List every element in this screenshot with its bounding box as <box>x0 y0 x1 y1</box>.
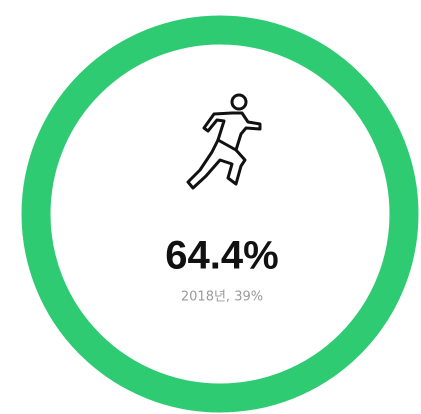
progress-ring <box>21 15 419 413</box>
stat-caption: 2018년, 39% <box>181 290 263 305</box>
stat-value: 64.4% <box>165 234 278 278</box>
runner-icon <box>186 93 262 190</box>
